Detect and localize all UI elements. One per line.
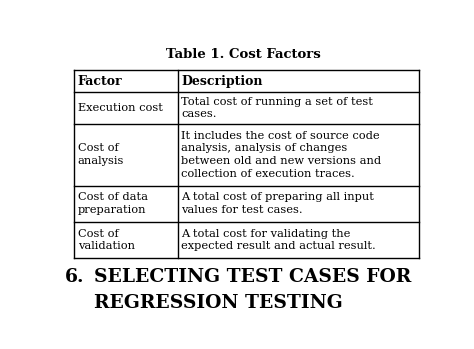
Text: A total cost for validating the
expected result and actual result.: A total cost for validating the expected… [181, 229, 376, 252]
Text: Factor: Factor [78, 75, 122, 88]
Text: Cost of
analysis: Cost of analysis [78, 143, 124, 166]
Text: Description: Description [181, 75, 263, 88]
Text: Total cost of running a set of test
cases.: Total cost of running a set of test case… [181, 97, 373, 119]
Text: A total cost of preparing all input
values for test cases.: A total cost of preparing all input valu… [181, 192, 374, 215]
Text: 6.: 6. [65, 268, 84, 286]
Text: Cost of
validation: Cost of validation [78, 229, 135, 252]
Text: REGRESSION TESTING: REGRESSION TESTING [94, 294, 343, 312]
Text: Cost of data
preparation: Cost of data preparation [78, 192, 147, 215]
Text: Table 1. Cost Factors: Table 1. Cost Factors [165, 48, 320, 61]
Text: Execution cost: Execution cost [78, 103, 163, 113]
Text: SELECTING TEST CASES FOR: SELECTING TEST CASES FOR [94, 268, 411, 286]
Text: It includes the cost of source code
analysis, analysis of changes
between old an: It includes the cost of source code anal… [181, 131, 382, 179]
